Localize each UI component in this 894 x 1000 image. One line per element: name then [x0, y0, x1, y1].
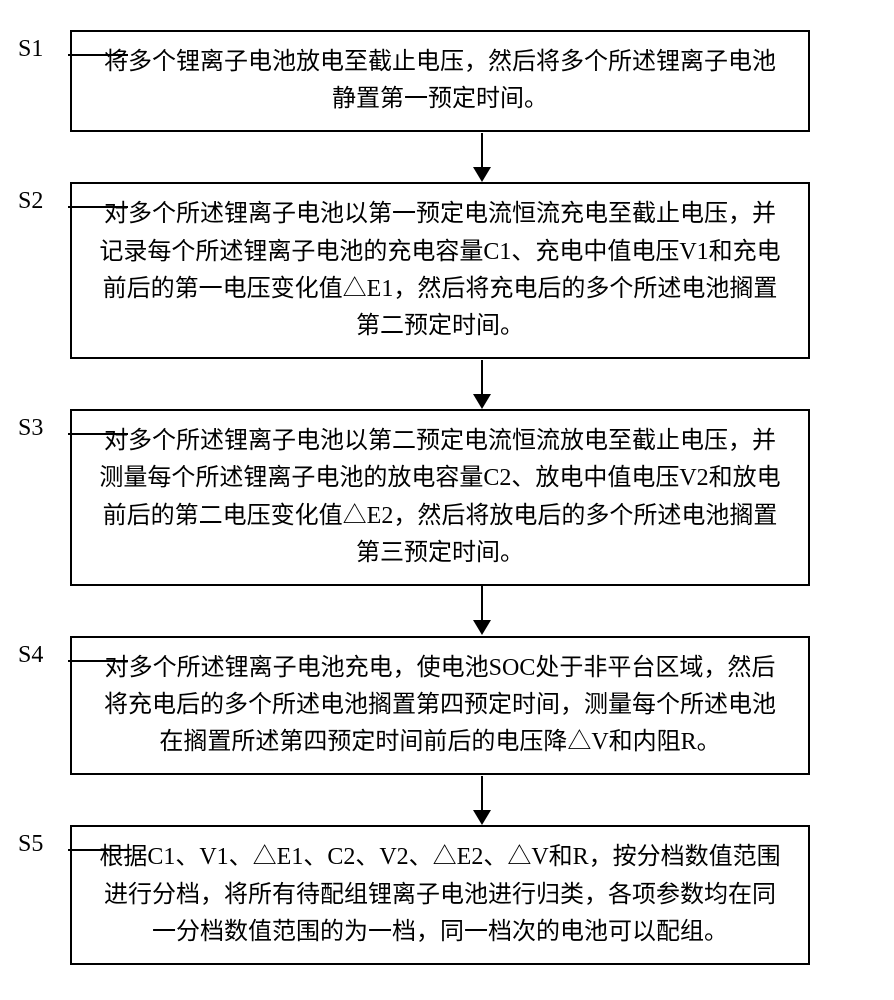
arrow-head-icon [473, 810, 491, 825]
step-text-s2: 对多个所述锂离子电池以第一预定电流恒流充电至截止电压，并记录每个所述锂离子电池的… [94, 196, 786, 345]
arrow-s1-s2 [112, 132, 852, 182]
step-box-s1: 将多个锂离子电池放电至截止电压，然后将多个所述锂离子电池静置第一预定时间。 [70, 30, 810, 132]
step-label-s1: S1 [0, 30, 70, 63]
arrow-head-icon [473, 394, 491, 409]
step-text-s1: 将多个锂离子电池放电至截止电压，然后将多个所述锂离子电池静置第一预定时间。 [94, 44, 786, 118]
step-box-s5: 根据C1、V1、△E1、C2、V2、△E2、△V和R，按分档数值范围进行分档，将… [70, 825, 810, 965]
step-box-s4: 对多个所述锂离子电池充电，使电池SOC处于非平台区域，然后将充电后的多个所述电池… [70, 636, 810, 776]
arrow-head-icon [473, 620, 491, 635]
step-label-s2: S2 [0, 182, 70, 215]
step-box-s3: 对多个所述锂离子电池以第二预定电流恒流放电至截止电压，并测量每个所述锂离子电池的… [70, 409, 810, 586]
flowchart-container: S1 将多个锂离子电池放电至截止电压，然后将多个所述锂离子电池静置第一预定时间。… [0, 30, 894, 965]
label-connector-s2 [68, 206, 128, 208]
label-connector-s5 [68, 849, 128, 851]
step-box-s2: 对多个所述锂离子电池以第一预定电流恒流充电至截止电压，并记录每个所述锂离子电池的… [70, 182, 810, 359]
arrow-s2-s3 [112, 359, 852, 409]
arrow-line [481, 133, 483, 167]
arrow-s3-s4 [112, 586, 852, 636]
step-row-s1: S1 将多个锂离子电池放电至截止电压，然后将多个所述锂离子电池静置第一预定时间。 [0, 30, 894, 132]
label-connector-s3 [68, 433, 128, 435]
arrow-line [481, 776, 483, 810]
label-connector-s1 [68, 54, 128, 56]
arrow-head-icon [473, 167, 491, 182]
label-connector-s4 [68, 660, 128, 662]
step-row-s3: S3 对多个所述锂离子电池以第二预定电流恒流放电至截止电压，并测量每个所述锂离子… [0, 409, 894, 586]
step-text-s3: 对多个所述锂离子电池以第二预定电流恒流放电至截止电压，并测量每个所述锂离子电池的… [94, 423, 786, 572]
step-text-s5: 根据C1、V1、△E1、C2、V2、△E2、△V和R，按分档数值范围进行分档，将… [94, 839, 786, 951]
step-label-s4: S4 [0, 636, 70, 669]
step-row-s4: S4 对多个所述锂离子电池充电，使电池SOC处于非平台区域，然后将充电后的多个所… [0, 636, 894, 776]
step-text-s4: 对多个所述锂离子电池充电，使电池SOC处于非平台区域，然后将充电后的多个所述电池… [94, 650, 786, 762]
step-row-s5: S5 根据C1、V1、△E1、C2、V2、△E2、△V和R，按分档数值范围进行分… [0, 825, 894, 965]
step-row-s2: S2 对多个所述锂离子电池以第一预定电流恒流充电至截止电压，并记录每个所述锂离子… [0, 182, 894, 359]
arrow-line [481, 586, 483, 620]
step-label-s5: S5 [0, 825, 70, 858]
arrow-line [481, 360, 483, 394]
step-label-s3: S3 [0, 409, 70, 442]
arrow-s4-s5 [112, 775, 852, 825]
